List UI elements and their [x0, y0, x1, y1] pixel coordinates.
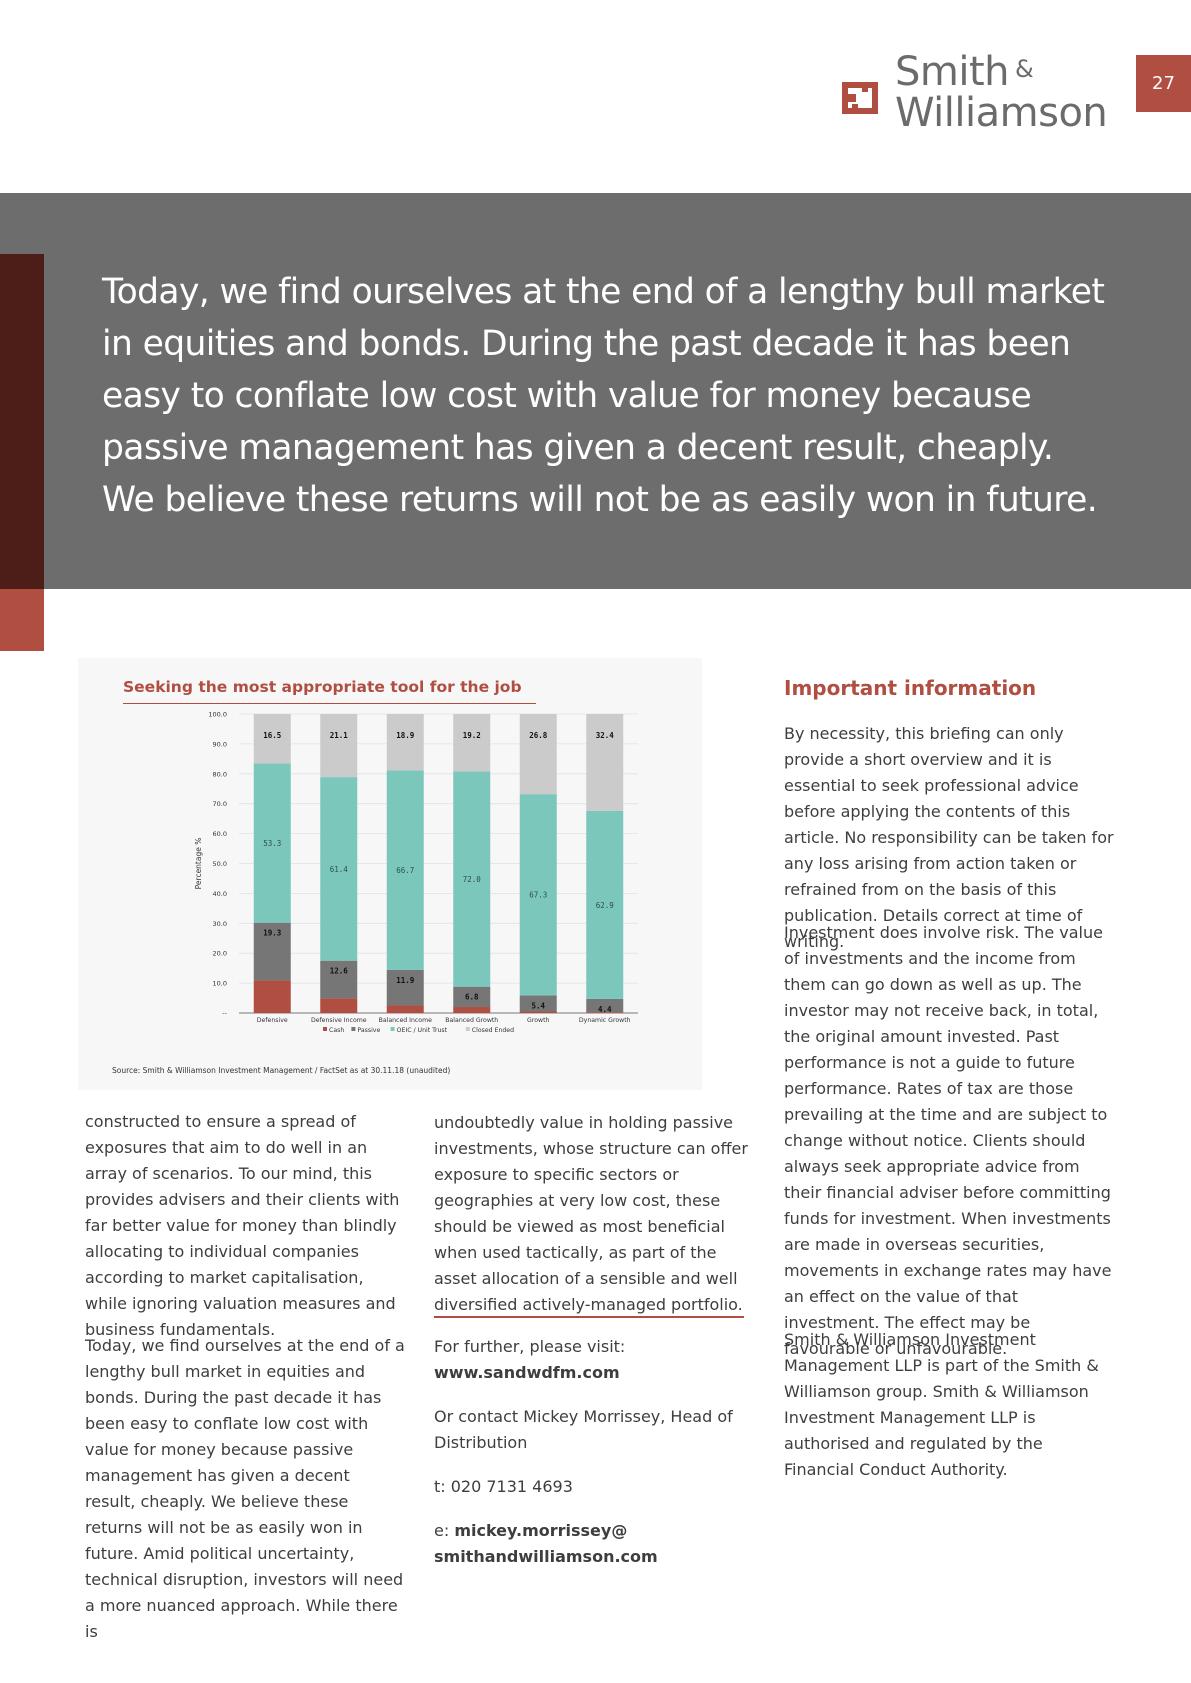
body-paragraph: undoubtedly value in holding passive inv…: [434, 1113, 748, 1314]
x-tick-label: Defensive: [257, 1017, 288, 1024]
quote-banner: [0, 193, 1191, 589]
data-label: 66.7: [396, 866, 414, 875]
info-paragraph: Smith & Williamson Investment Management…: [784, 1330, 1099, 1479]
y-tick-label: 40.0: [213, 890, 227, 898]
bar-segment: [386, 770, 424, 970]
bar-segment: [519, 794, 557, 996]
info-paragraph: Investment does involve risk. The value …: [784, 923, 1112, 1358]
x-tick-label: Balanced Growth: [445, 1017, 498, 1024]
bar-segment: [253, 763, 291, 923]
legend-swatch: [390, 1027, 395, 1031]
bar-segment: [386, 1005, 424, 1013]
bar-segment: [586, 714, 624, 811]
data-label: 16.5: [263, 731, 281, 740]
bar-segment: [453, 771, 491, 987]
bar-segment: [320, 714, 358, 778]
bar-segment: [386, 714, 424, 771]
data-label: 12.6: [330, 967, 349, 976]
data-label: 53.3: [263, 839, 281, 848]
x-tick-label: Defensive Income: [311, 1017, 367, 1024]
bar-segment: [320, 960, 358, 999]
y-tick-label: 30.0: [213, 920, 227, 928]
data-label: 62.9: [596, 901, 614, 910]
brand-name-line1: Smith: [895, 49, 1010, 95]
bar-segment: [253, 922, 291, 981]
y-tick-label: 10.0: [213, 980, 227, 988]
body-paragraph: Today, we find ourselves at the end of a…: [85, 1336, 405, 1641]
section-divider: [434, 1316, 744, 1318]
legend-swatch: [465, 1027, 470, 1031]
data-label: 11.9: [396, 976, 415, 985]
y-tick-label: 50.0: [213, 860, 227, 868]
y-axis-label: Percentage %: [194, 838, 203, 890]
data-label: 4.4: [598, 1005, 612, 1014]
legend-label: Passive: [357, 1027, 380, 1034]
data-label: 5.4: [531, 1001, 545, 1010]
data-label: 6.8: [465, 993, 479, 1002]
legend-label: Closed Ended: [472, 1027, 514, 1034]
pull-quote: Today, we find ourselves at the end of a…: [102, 272, 1105, 520]
banner-accent-red: [0, 589, 44, 651]
data-label: 19.3: [263, 929, 282, 938]
legend-swatch: [323, 1027, 327, 1031]
bar-segment: [453, 986, 491, 1008]
x-tick-label: Dynamic Growth: [579, 1017, 631, 1024]
y-tick-label: 90.0: [213, 740, 227, 748]
email-prefix: e:: [434, 1521, 455, 1540]
legend-label: Cash: [329, 1027, 344, 1034]
bar-segment: [586, 1012, 624, 1013]
info-heading: Important information: [784, 676, 1037, 700]
bar-segment: [453, 1007, 491, 1013]
chart-title-underline: [123, 703, 536, 704]
data-label: 19.2: [463, 731, 481, 740]
stacked-bar-chart: -- 10.0 20.0 30.0 40.0 50.0 60.0 70.0 80.0 90.0 10…: [194, 711, 638, 1034]
legend-label: OEIC / Unit Trust: [397, 1027, 448, 1034]
page-number: 27: [1136, 55, 1191, 112]
bar-segment: [519, 995, 557, 1012]
bar-segment: [253, 980, 291, 1013]
banner-accent-dark: [0, 254, 44, 589]
y-tick-label: 60.0: [213, 830, 227, 838]
bar-segment: [253, 714, 291, 764]
y-tick-label: 70.0: [213, 800, 227, 808]
bar-segment: [320, 777, 358, 961]
bar-segment: [586, 998, 624, 1013]
contact-email-block: e: mickey.morrissey@ smithandwilliamson.…: [434, 1518, 744, 1570]
bar-segment: [320, 998, 358, 1013]
bar-segment: [386, 969, 424, 1006]
brand-logo-icon: [842, 82, 878, 114]
data-label: 26.8: [529, 731, 548, 740]
y-tick-label: 100.0: [208, 711, 227, 719]
data-label: 61.4: [330, 865, 349, 874]
y-tick-label: 80.0: [213, 770, 227, 778]
data-label: 18.9: [396, 731, 415, 740]
website-link[interactable]: www.sandwdfm.com: [434, 1363, 620, 1382]
x-tick-label: Balanced Income: [379, 1017, 433, 1024]
email-link[interactable]: mickey.morrissey@ smithandwilliamson.com: [434, 1521, 658, 1566]
brand-name-line2: Williamson: [895, 90, 1108, 136]
data-label: 67.3: [529, 891, 547, 900]
data-label: 32.4: [596, 731, 615, 740]
brand-ampersand: &: [1015, 55, 1034, 83]
body-paragraph: constructed to ensure a spread of exposu…: [85, 1112, 400, 1339]
contact-phone: t: 020 7131 4693: [434, 1477, 573, 1496]
y-tick-label: --: [222, 1010, 227, 1018]
data-label: 72.0: [463, 875, 482, 884]
bar-segment: [519, 714, 557, 795]
data-label: 21.1: [330, 731, 349, 740]
y-tick-label: 20.0: [213, 950, 227, 958]
bar-segment: [519, 1011, 557, 1013]
chart-title: Seeking the most appropriate tool for th…: [123, 678, 522, 696]
brand-logo: Smith & Williamson: [895, 48, 1115, 133]
bar-segment: [453, 714, 491, 772]
legend-swatch: [351, 1027, 356, 1031]
chart-source: Source: Smith & Williamson Investment Ma…: [112, 1066, 451, 1075]
visit-label: For further, please visit:: [434, 1337, 626, 1356]
bar-segment: [586, 810, 624, 999]
info-paragraph: By necessity, this briefing can only pro…: [784, 724, 1114, 951]
contact-person: Or contact Mickey Morrissey, Head of Dis…: [434, 1407, 733, 1452]
x-tick-label: Growth: [527, 1017, 549, 1024]
